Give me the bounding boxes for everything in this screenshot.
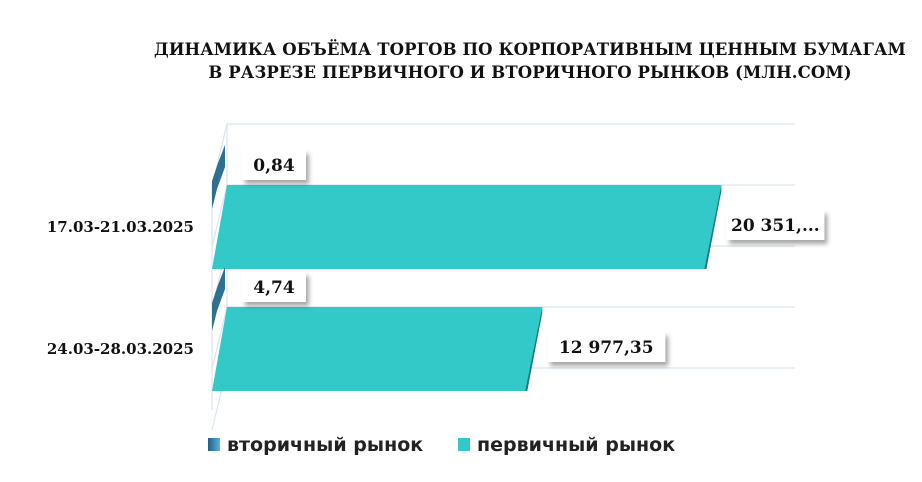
data-label-primary-2-box <box>547 332 666 362</box>
bars <box>212 145 722 391</box>
legend-label-2: первичный рынок <box>477 434 675 456</box>
legend-item-1: вторичный рынок <box>208 434 423 456</box>
data-label-primary-1: 20 351,... <box>726 210 825 240</box>
data-label-secondary-1-box <box>242 150 306 180</box>
data-label-secondary-1: 0,84 <box>242 150 306 180</box>
bar-secondary-2 <box>212 267 225 331</box>
bar-secondary-1 <box>212 145 225 209</box>
legend-swatch-1 <box>208 438 220 451</box>
bar-primary-2 <box>212 307 543 391</box>
chart-title-line-1: ДИНАМИКА ОБЪЁМА ТОРГОВ ПО КОРПОРАТИВНЫМ … <box>154 40 906 59</box>
legend-item-2: первичный рынок <box>458 434 675 456</box>
category-labels: 17.03-21.03.2025 24.03-28.03.2025 <box>47 218 194 358</box>
category-label-1: 17.03-21.03.2025 <box>47 218 194 236</box>
data-label-secondary-1-text: 0,84 <box>253 156 295 176</box>
data-label-primary-1-text: 20 351,... <box>731 216 820 236</box>
legend-swatch-2 <box>458 438 470 451</box>
category-label-2: 24.03-28.03.2025 <box>47 340 194 358</box>
bar-primary-1 <box>212 185 722 269</box>
data-labels: 0,84 20 351,... 4,74 12 977,35 <box>242 150 825 362</box>
data-label-primary-2-text: 12 977,35 <box>559 338 654 358</box>
data-label-secondary-2-text: 4,74 <box>253 278 295 298</box>
legend: вторичный рынок первичный рынок <box>208 434 675 456</box>
grid-line-depth <box>211 306 228 370</box>
data-label-primary-2: 12 977,35 <box>547 332 666 362</box>
bar-primary-side-1 <box>704 185 722 269</box>
data-label-secondary-2: 4,74 <box>242 272 306 302</box>
data-label-secondary-2-box <box>242 272 306 302</box>
chart-title: ДИНАМИКА ОБЪЁМА ТОРГОВ ПО КОРПОРАТИВНЫМ … <box>150 38 910 84</box>
data-label-primary-1-box <box>726 210 825 240</box>
grid-line-depth <box>211 184 228 248</box>
chart-title-line-2: В РАЗРЕЗЕ ПЕРВИЧНОГО И ВТОРИЧНОГО РЫНКОВ… <box>208 63 852 82</box>
bar-primary-side-2 <box>525 307 543 391</box>
legend-label-1: вторичный рынок <box>227 434 423 456</box>
